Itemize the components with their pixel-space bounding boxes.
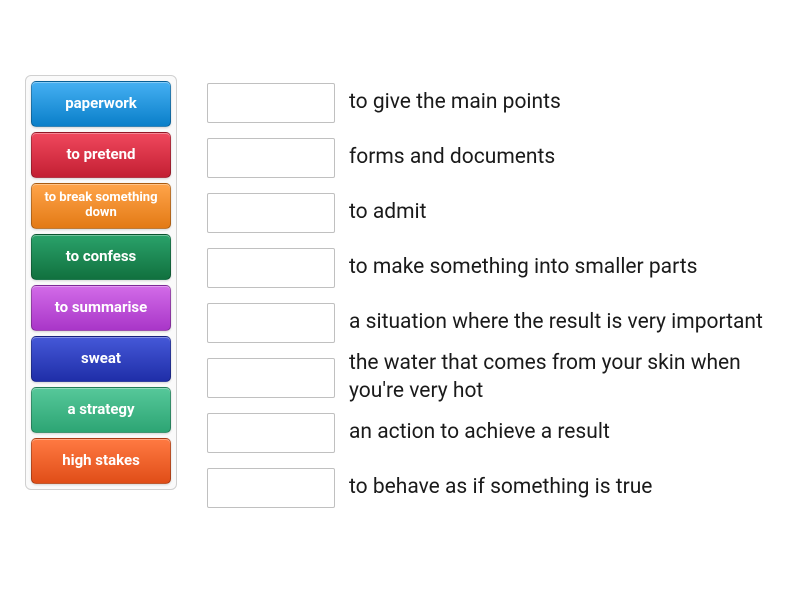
definition-text: a situation where the result is very imp…: [349, 309, 763, 336]
definition-text: to admit: [349, 199, 427, 226]
target-row: to admit: [207, 185, 800, 240]
drop-zone[interactable]: [207, 193, 335, 233]
drop-zone[interactable]: [207, 413, 335, 453]
tile-strategy[interactable]: a strategy: [31, 387, 171, 433]
drop-zone[interactable]: [207, 468, 335, 508]
target-row: the water that comes from your skin when…: [207, 350, 800, 405]
drop-zone[interactable]: [207, 358, 335, 398]
target-row: to make something into smaller parts: [207, 240, 800, 295]
target-row: to behave as if something is true: [207, 460, 800, 515]
drop-zone[interactable]: [207, 83, 335, 123]
definition-text: to make something into smaller parts: [349, 254, 697, 281]
definition-text: to behave as if something is true: [349, 474, 652, 501]
tile-paperwork[interactable]: paperwork: [31, 81, 171, 127]
target-row: forms and documents: [207, 130, 800, 185]
matching-activity: paperwork to pretend to break something …: [25, 75, 800, 515]
target-row: an action to achieve a result: [207, 405, 800, 460]
definition-list: to give the main points forms and docume…: [207, 75, 800, 515]
target-row: a situation where the result is very imp…: [207, 295, 800, 350]
tile-confess[interactable]: to confess: [31, 234, 171, 280]
drop-zone[interactable]: [207, 138, 335, 178]
word-bank: paperwork to pretend to break something …: [25, 75, 177, 490]
definition-text: to give the main points: [349, 89, 561, 116]
tile-high-stakes[interactable]: high stakes: [31, 438, 171, 484]
tile-summarise[interactable]: to summarise: [31, 285, 171, 331]
tile-sweat[interactable]: sweat: [31, 336, 171, 382]
definition-text: forms and documents: [349, 144, 555, 171]
tile-pretend[interactable]: to pretend: [31, 132, 171, 178]
drop-zone[interactable]: [207, 303, 335, 343]
tile-break-down[interactable]: to break something down: [31, 183, 171, 229]
drop-zone[interactable]: [207, 248, 335, 288]
definition-text: an action to achieve a result: [349, 419, 610, 446]
target-row: to give the main points: [207, 75, 800, 130]
definition-text: the water that comes from your skin when…: [349, 350, 800, 405]
